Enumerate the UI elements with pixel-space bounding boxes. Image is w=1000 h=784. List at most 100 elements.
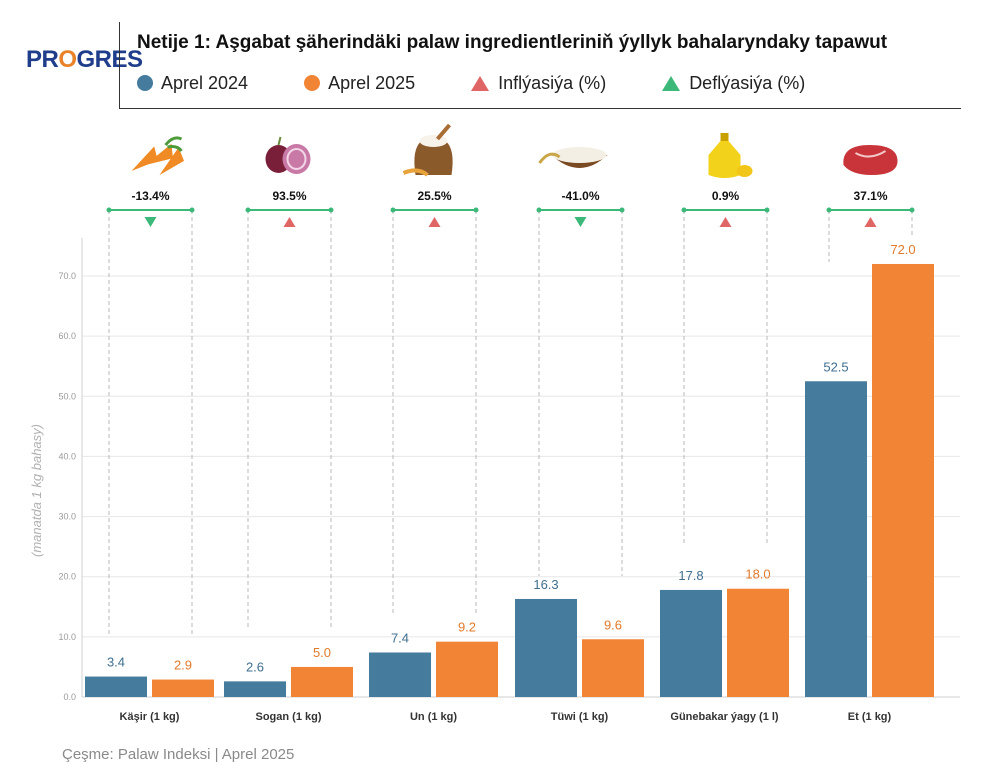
bar-2024 (85, 676, 147, 697)
legend-dot-2024 (137, 75, 153, 91)
inflation-triangle-icon (719, 217, 732, 227)
legend-item-2024: Aprel 2024 (137, 73, 248, 94)
bar-2024 (369, 652, 431, 697)
bar-2024 (224, 681, 286, 697)
x-tick-label: Tüwi (1 kg) (551, 711, 609, 723)
legend-label-2024: Aprel 2024 (161, 72, 249, 93)
x-tick-label: Un (1 kg) (410, 711, 457, 723)
chart-title: Netije 1: Aşgabat şäherindäki palaw ingr… (137, 32, 888, 53)
onion-rings (286, 148, 307, 170)
header-divider-horizontal (119, 108, 961, 109)
bar-2025 (872, 263, 934, 697)
bar-2025 (582, 639, 644, 697)
bracket-end-right (909, 207, 915, 213)
bar-2024 (805, 381, 867, 697)
data-label-2025: 18.0 (745, 567, 770, 582)
legend-item-inflation: Inflýasiýa (%) (471, 73, 606, 94)
bracket-end-right (328, 207, 334, 213)
carrot-leaves (164, 136, 183, 152)
oil-drop (736, 165, 753, 177)
bottle-body (708, 141, 741, 178)
legend-label-inflation: Inflýasiýa (%) (498, 72, 607, 93)
inflation-triangle-icon (283, 217, 296, 227)
steak (843, 145, 898, 175)
legend-label-2025: Aprel 2025 (328, 72, 416, 93)
change-percent-label: 93.5% (272, 189, 306, 203)
bar-2025 (727, 588, 789, 697)
bar-2024 (660, 589, 722, 697)
bracket-end-left (245, 207, 251, 213)
data-label-2024: 2.6 (246, 659, 264, 674)
x-tick-label: Et (1 kg) (848, 711, 892, 723)
bar-2024 (515, 598, 577, 697)
category-group: 7.4 9.2 Un (1 kg) 25.5% (369, 123, 498, 723)
change-percent-label: -13.4% (131, 189, 169, 203)
rice-stalk (538, 152, 561, 164)
y-tick-label: 0.0 (63, 692, 76, 702)
legend-item-deflation: Deflýasiýa (%) (662, 73, 805, 94)
change-percent-label: 0.9% (712, 189, 740, 203)
inflation-triangle-icon (428, 217, 441, 227)
meat-icon (843, 145, 898, 175)
deflation-triangle-icon (144, 217, 157, 227)
legend-item-2025: Aprel 2025 (304, 73, 415, 94)
legend-dot-2025 (304, 75, 321, 91)
data-label-2024: 3.4 (107, 655, 125, 670)
data-label-2025: 5.0 (313, 645, 331, 660)
onion-stem (277, 136, 282, 146)
y-axis-title: (manatda 1 kg bahasy) (29, 424, 44, 557)
x-tick-label: Günebakar ýagy (1 l) (670, 711, 779, 723)
bracket-end-left (390, 207, 396, 213)
data-label-2025: 9.6 (604, 617, 622, 632)
bar-2025 (291, 666, 353, 697)
category-group: 16.3 9.6 Tüwi (1 kg) -41.0% (515, 147, 644, 723)
scoop (435, 123, 452, 141)
oil-bottle-icon (708, 133, 753, 178)
carrot-shape (131, 146, 158, 171)
change-percent-label: 25.5% (417, 189, 451, 203)
carrot-shape (159, 147, 185, 175)
data-label-2025: 9.2 (458, 620, 476, 635)
bracket-end-left (536, 207, 542, 213)
bracket-end-right (619, 207, 625, 213)
bracket-end-left (681, 207, 687, 213)
legend-label-deflation: Deflýasiýa (%) (689, 72, 806, 93)
y-tick-label: 30.0 (58, 512, 76, 522)
y-tick-label: 40.0 (58, 451, 76, 461)
y-tick-label: 60.0 (58, 331, 76, 341)
wheat (402, 168, 429, 177)
bracket-end-right (473, 207, 479, 213)
rice-bowl-icon (538, 147, 608, 168)
data-label-2024: 52.5 (823, 359, 848, 374)
legend-inflation-triangle-icon (471, 75, 490, 91)
rice (552, 147, 607, 163)
inflation-triangle-icon (864, 217, 877, 227)
y-tick-label: 10.0 (58, 632, 76, 642)
bar-2025 (436, 641, 498, 697)
change-percent-label: 37.1% (853, 189, 887, 203)
flour-sack-icon (402, 123, 453, 177)
bracket-end-right (189, 207, 195, 213)
carrot-shape (145, 143, 173, 165)
data-label-2024: 7.4 (391, 630, 409, 645)
change-percent-label: -41.0% (561, 189, 599, 203)
bar-2025 (152, 679, 214, 697)
flour-top (419, 135, 448, 147)
data-label-2024: 17.8 (678, 568, 703, 583)
bar-chart: 0.0 10.0 20.0 30.0 40.0 50.0 60.0 70.0 (manatda … (29, 123, 960, 723)
onion-icon (265, 136, 311, 174)
progres-logo: PROGRES (26, 46, 143, 73)
header-divider-vertical (119, 22, 120, 108)
source-note: Çeşme: Palaw Indeksi | Aprel 2025 (62, 746, 295, 763)
bracket-end-left (106, 207, 112, 213)
x-tick-label: Sogan (1 kg) (255, 711, 321, 723)
bottle-cap (720, 133, 729, 141)
y-tick-label: 20.0 (58, 572, 76, 582)
y-tick-label: 50.0 (58, 391, 76, 401)
x-tick-label: Käşir (1 kg) (120, 711, 180, 723)
carrot-icon (131, 136, 185, 175)
data-label-2025: 2.9 (174, 658, 192, 673)
data-label-2024: 16.3 (533, 577, 558, 592)
legend: Aprel 2024 Aprel 2025 Inflýasiýa (%) Def… (137, 70, 805, 96)
legend-deflation-triangle-icon (662, 75, 681, 91)
